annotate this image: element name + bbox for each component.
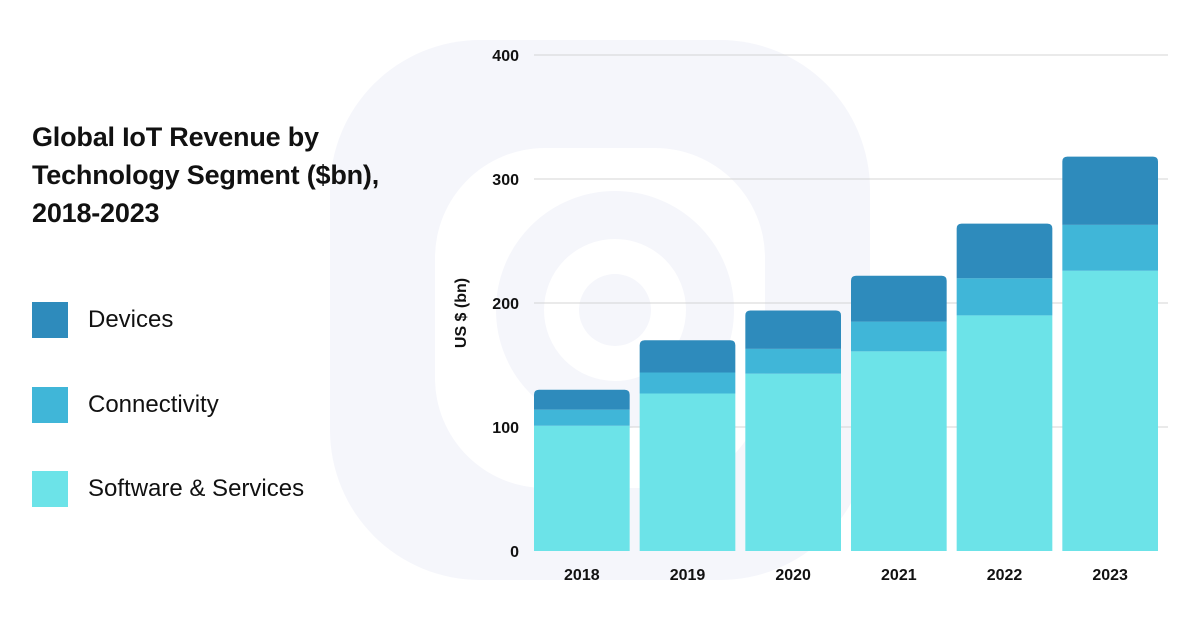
x-tick-label-2021: 2021 (881, 567, 917, 584)
chart-title-line-1: Global IoT Revenue by (32, 122, 319, 152)
bar-connectivity-2019 (639, 372, 736, 394)
bar-devices-2023 (1062, 156, 1158, 225)
chart-title-line-2: Technology Segment ($bn), (32, 160, 380, 190)
y-tick-label-0: 0 (510, 544, 519, 561)
bar-connectivity-2020 (745, 348, 841, 374)
x-tick-label-2023: 2023 (1092, 567, 1128, 584)
bar-connectivity-2022 (956, 278, 1053, 316)
bar-connectivity-2021 (851, 321, 947, 352)
bar-devices-2021 (851, 275, 947, 322)
watermark-dot (579, 274, 651, 346)
bar-connectivity-2023 (1062, 224, 1158, 271)
bar-devices-2020 (745, 310, 841, 349)
legend-swatch-connectivity (32, 387, 68, 423)
bar-devices-2019 (639, 340, 736, 373)
x-tick-label-2022: 2022 (987, 567, 1023, 584)
legend-swatch-devices (32, 302, 68, 338)
bar-software-2018 (534, 425, 630, 551)
chart-title: Global IoT Revenue by Technology Segment… (32, 118, 452, 232)
y-axis-label: US $ (bn) (453, 278, 470, 348)
legend-item-software-services: Software & Services (32, 471, 304, 507)
y-tick-label-300: 300 (492, 172, 519, 189)
bar-software-2021 (851, 351, 947, 551)
y-tick-label-100: 100 (492, 420, 519, 437)
bar-software-2022 (956, 315, 1053, 551)
bar-software-2023 (1062, 270, 1158, 551)
bar-devices-2018 (534, 389, 630, 410)
x-tick-label-2018: 2018 (564, 567, 600, 584)
y-tick-label-400: 400 (492, 48, 519, 65)
legend-label-connectivity: Connectivity (88, 391, 219, 418)
legend-swatch-software-services (32, 471, 68, 507)
legend-item-connectivity: Connectivity (32, 387, 219, 423)
x-tick-label-2020: 2020 (775, 567, 811, 584)
y-tick-label-200: 200 (492, 296, 519, 313)
chart-title-line-3: 2018-2023 (32, 198, 160, 228)
bar-connectivity-2018 (534, 409, 630, 426)
bar-software-2019 (639, 393, 736, 551)
x-tick-label-2019: 2019 (670, 567, 706, 584)
bar-software-2020 (745, 373, 841, 551)
legend-label-devices: Devices (88, 306, 174, 333)
legend-label-software-services: Software & Services (88, 475, 305, 502)
bar-devices-2022 (956, 223, 1053, 279)
legend-item-devices: Devices (32, 302, 173, 338)
